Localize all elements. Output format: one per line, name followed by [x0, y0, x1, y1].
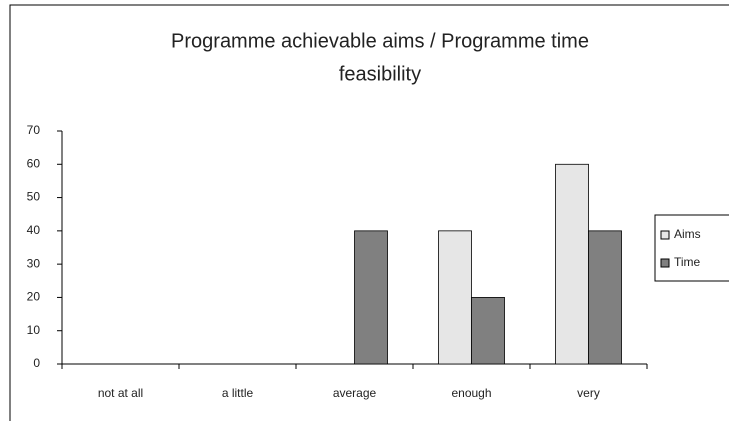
legend-label: Time	[674, 255, 701, 269]
y-tick-label: 0	[33, 356, 40, 370]
y-tick-label: 20	[27, 290, 41, 304]
legend-label: Aims	[674, 227, 701, 241]
x-tick-label: very	[577, 386, 600, 400]
y-tick-label: 40	[27, 223, 41, 237]
chart-title: Programme achievable aims / Programme ti…	[171, 30, 589, 52]
bar	[354, 230, 388, 365]
x-tick-label: not at all	[98, 386, 143, 400]
bar	[555, 163, 589, 365]
legend-swatch	[660, 258, 670, 268]
y-tick-label: 60	[27, 156, 41, 170]
x-tick-label: enough	[451, 386, 491, 400]
bar	[438, 230, 472, 365]
legend-swatch	[660, 230, 670, 240]
y-tick-label: 70	[27, 123, 41, 137]
chart-title: feasibility	[339, 63, 421, 85]
x-tick-label: a little	[222, 386, 254, 400]
x-tick-label: average	[333, 386, 377, 400]
y-tick-label: 10	[27, 323, 41, 337]
y-tick-label: 30	[27, 256, 41, 270]
y-tick-label: 50	[27, 190, 41, 204]
legend-box	[654, 214, 729, 282]
bar	[471, 297, 505, 365]
bar	[588, 230, 622, 365]
